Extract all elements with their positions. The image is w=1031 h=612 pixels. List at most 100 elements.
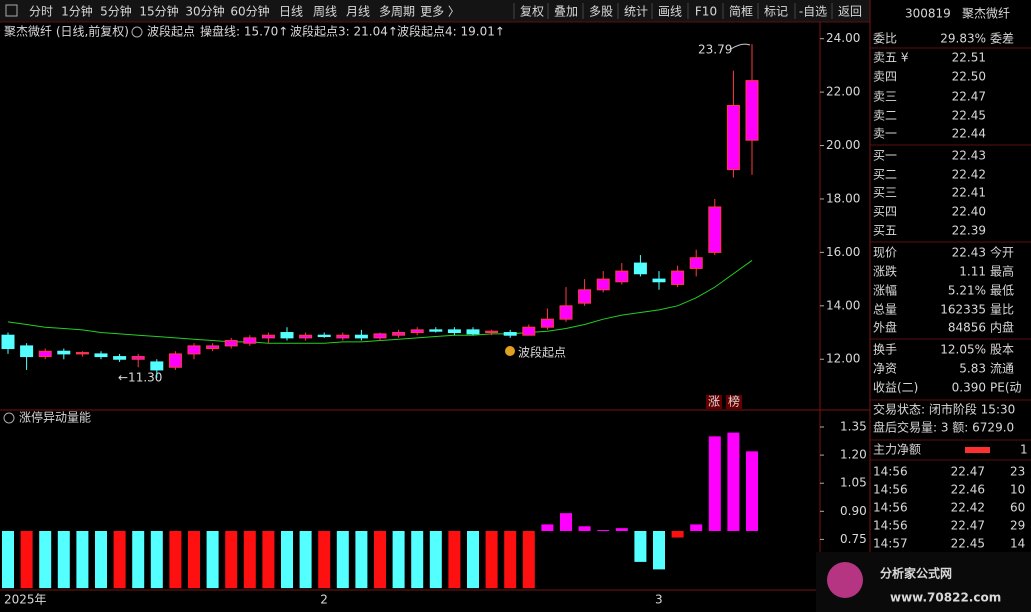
- candle-body: [596, 278, 610, 291]
- toolbar-item[interactable]: F10: [695, 5, 717, 19]
- toolbar-item[interactable]: 复权: [520, 5, 544, 19]
- candle-body: [187, 345, 201, 355]
- bar: [20, 531, 33, 589]
- quote-label: 买五: [873, 224, 897, 238]
- bar: [560, 513, 572, 531]
- toolbar-item[interactable]: 更多 〉: [420, 5, 460, 19]
- bar: [746, 451, 758, 531]
- quote-label: 买三: [873, 186, 897, 200]
- toolbar-item[interactable]: 标记: [764, 5, 788, 19]
- quote-label: 外盘: [873, 320, 897, 335]
- toolbar-item[interactable]: 1分钟: [61, 4, 93, 19]
- quote-extra: 最高: [990, 264, 1014, 279]
- y-tick-label: 20.00: [826, 138, 860, 152]
- bar: [429, 531, 442, 589]
- indicator-icon[interactable]: [131, 26, 143, 38]
- low-label: ←11.30: [118, 371, 162, 385]
- toolbar-item[interactable]: 周线: [313, 5, 337, 19]
- toolbar-item[interactable]: -自选: [799, 5, 827, 19]
- toolbar-item[interactable]: 日线: [279, 5, 303, 19]
- candle-body: [20, 345, 34, 358]
- candle-body: [466, 329, 480, 335]
- candle-body: [131, 356, 145, 360]
- watermark-logo: [827, 562, 863, 598]
- candle-body: [113, 356, 127, 360]
- bar: [597, 530, 610, 532]
- signal-icon: [505, 346, 515, 356]
- bar: [615, 528, 628, 531]
- lower-title: 涨停异动量能: [19, 410, 91, 425]
- candle-body: [373, 333, 387, 339]
- badge-text: 涨: [708, 394, 720, 409]
- quote-label: 涨跌: [873, 264, 897, 279]
- candle-body: [38, 350, 52, 358]
- candle-body: [447, 329, 461, 334]
- quote-extra: PE(动: [990, 381, 1022, 395]
- toolbar-item[interactable]: 多股: [589, 5, 613, 19]
- quote-value: 22.50: [952, 70, 986, 84]
- trade-volume: 10: [1010, 483, 1025, 497]
- candle-body: [75, 352, 89, 355]
- bar: [336, 531, 349, 589]
- bar: [206, 531, 219, 589]
- quote-label: 换手: [873, 343, 897, 357]
- toolbar-item[interactable]: 画线: [658, 5, 682, 19]
- quote-label: 买一: [873, 149, 897, 163]
- quote-value: 22.47: [952, 90, 986, 104]
- trade-volume: 60: [1010, 501, 1025, 515]
- bar: [57, 531, 70, 589]
- bar: [708, 436, 721, 531]
- y-tick-label: 1.05: [840, 476, 867, 490]
- bar: [690, 524, 703, 531]
- high-label: 23.79: [698, 43, 732, 57]
- main-net-value: 1: [1020, 443, 1028, 457]
- toolbar-item[interactable]: 多周期: [379, 5, 415, 19]
- toolbar-item[interactable]: 30分钟: [185, 4, 224, 19]
- badge[interactable]: [726, 395, 742, 409]
- toolbar-item[interactable]: 返回: [838, 5, 862, 19]
- trade-price: 22.47: [951, 519, 985, 533]
- quote-value: 1.11: [959, 265, 986, 279]
- toolbar-item[interactable]: 5分钟: [100, 4, 132, 19]
- bar: [225, 531, 238, 589]
- candle-body: [336, 334, 350, 339]
- toolbar-item[interactable]: 统计: [624, 5, 648, 19]
- bar: [671, 531, 684, 538]
- toolbar-item[interactable]: 月线: [346, 5, 370, 19]
- candle-body: [633, 262, 647, 275]
- toolbar-item[interactable]: 分时: [29, 5, 53, 19]
- quote-label: 总量: [873, 303, 897, 317]
- toolbar-item[interactable]: 60分钟: [230, 4, 269, 19]
- toolbar-item[interactable]: 叠加: [554, 5, 578, 19]
- candle-body: [745, 80, 759, 141]
- main-net-bar: [965, 447, 990, 453]
- bar: [411, 531, 424, 589]
- bar: [653, 531, 665, 570]
- y-tick-label: 1.35: [840, 419, 867, 433]
- y-tick-label: 16.00: [826, 245, 860, 259]
- candle-body: [150, 361, 164, 371]
- x-tick-label: 3: [655, 593, 663, 607]
- after-hours: 盘后交易量: 3 额: 6729.0: [873, 420, 1014, 435]
- candle-body: [615, 270, 629, 283]
- bar: [39, 531, 52, 589]
- legend-item: 操盘线: 15.70↑: [200, 24, 288, 39]
- menu-icon[interactable]: [5, 4, 18, 17]
- bar: [262, 531, 275, 589]
- toolbar-item[interactable]: 简框: [729, 5, 753, 19]
- quote-label: 卖三: [873, 90, 897, 104]
- bar: [95, 531, 107, 589]
- indicator-icon[interactable]: [3, 412, 15, 424]
- candle-body: [317, 334, 331, 338]
- toolbar-item[interactable]: 15分钟: [139, 4, 178, 19]
- bar: [504, 531, 517, 589]
- candle-body: [280, 332, 294, 339]
- x-tick-label: 2: [320, 593, 328, 607]
- quote-value: 162335: [940, 303, 986, 317]
- quote-label: 买四: [873, 205, 897, 219]
- badge[interactable]: [706, 395, 722, 409]
- bar: [522, 531, 535, 589]
- trade-time: 14:56: [873, 465, 908, 479]
- quote-value: 22.51: [952, 51, 986, 65]
